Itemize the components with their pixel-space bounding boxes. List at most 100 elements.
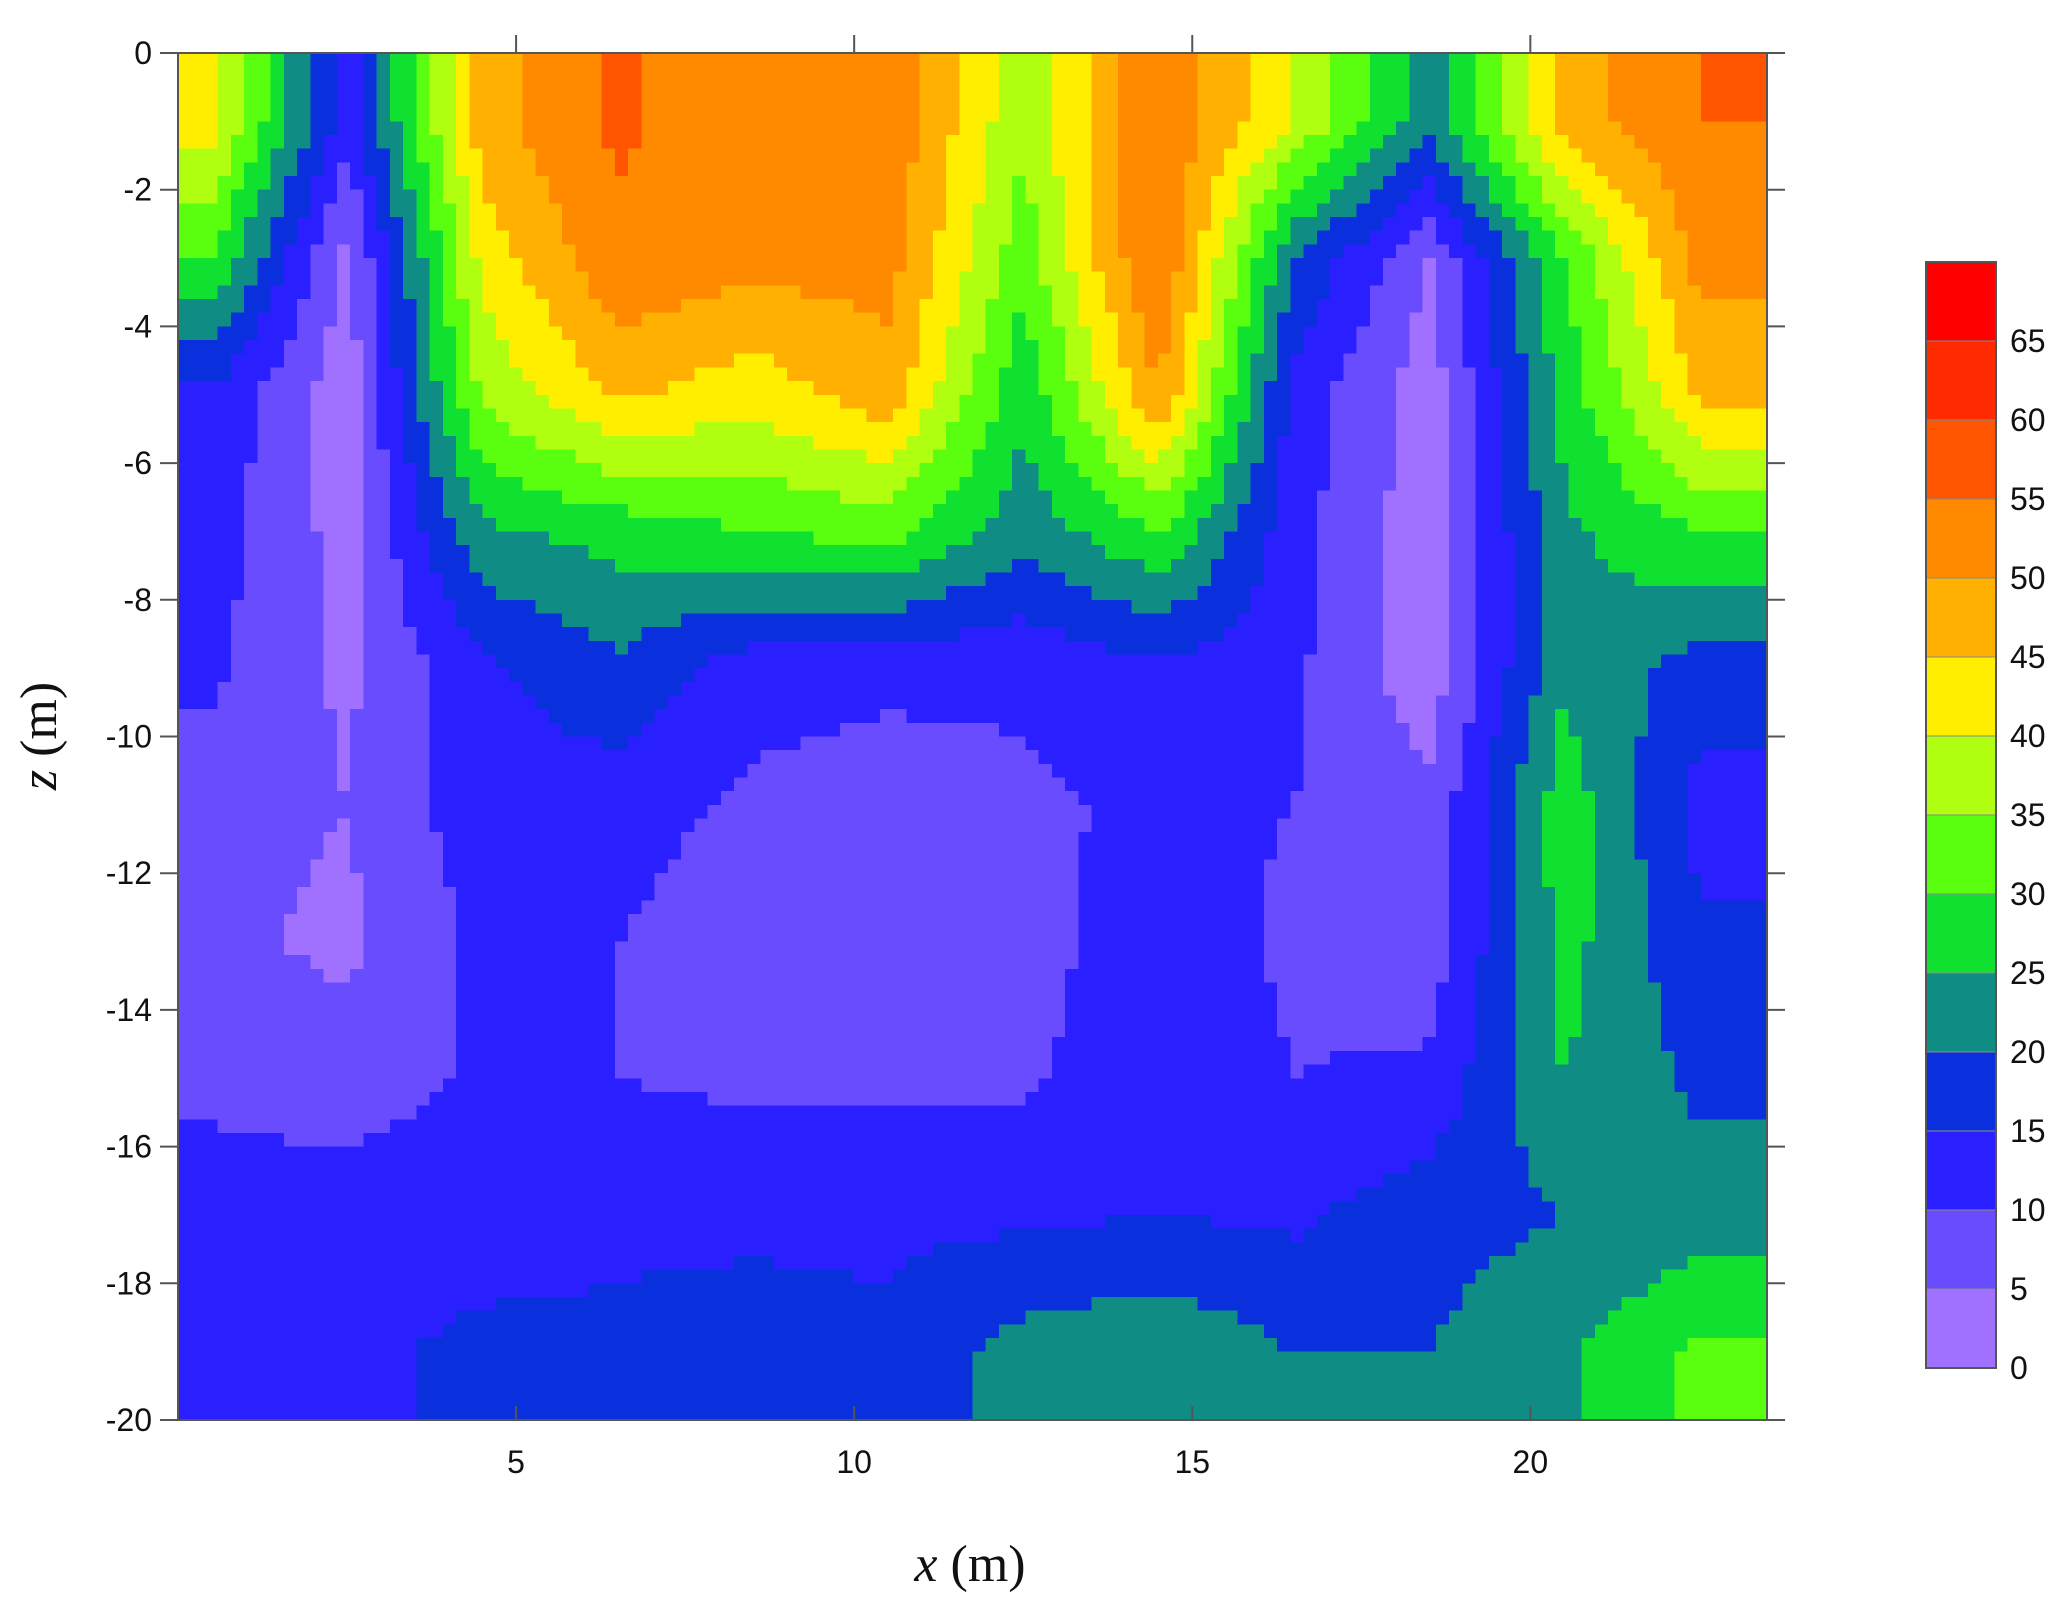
contour-cell [840, 504, 854, 519]
contour-cell [230, 613, 245, 628]
contour-cell [1263, 66, 1278, 81]
contour-cell [1224, 367, 1238, 382]
contour-cell [1144, 135, 1159, 150]
contour-cell [1104, 285, 1119, 300]
contour-cell [694, 490, 709, 505]
contour-cell [654, 545, 669, 560]
contour-cell [906, 80, 921, 95]
contour-cell [1634, 558, 1649, 574]
contour-cell [893, 271, 907, 286]
contour-cell [667, 449, 682, 464]
contour-cell [826, 121, 841, 136]
contour-cell [1051, 53, 1066, 68]
contour-cell [416, 586, 431, 601]
contour-cell [800, 517, 815, 533]
contour-cell [1634, 490, 1649, 505]
contour-cell [1144, 367, 1159, 382]
contour-cell [1038, 504, 1053, 519]
contour-cell [813, 340, 828, 355]
contour-cell [1449, 476, 1464, 492]
contour-cell [1740, 244, 1755, 259]
contour-cell [336, 244, 351, 259]
contour-cell [429, 176, 444, 191]
contour-cell [522, 408, 537, 423]
contour-cell [297, 299, 312, 314]
contour-cell [1303, 66, 1318, 81]
contour-cell [363, 258, 378, 273]
contour-cell [191, 463, 206, 478]
contour-cell [1634, 545, 1649, 560]
contour-cell [866, 435, 881, 451]
contour-cell [985, 121, 1000, 136]
contour-cell [495, 230, 510, 245]
contour-cell [1555, 285, 1569, 300]
contour-cell [1343, 148, 1358, 163]
contour-cell [720, 121, 735, 136]
contour-cell [257, 517, 272, 533]
contour-cell [826, 463, 841, 478]
contour-cell [1184, 53, 1199, 68]
contour-cell [879, 66, 894, 81]
contour-cell [1038, 135, 1053, 150]
contour-cell [1396, 463, 1411, 478]
contour-cell [1581, 230, 1596, 245]
contour-cell [1038, 53, 1053, 68]
contour-cell [1078, 80, 1093, 95]
contour-cell [628, 203, 643, 218]
contour-cell [495, 463, 510, 478]
contour-cell [1515, 435, 1530, 451]
contour-cell [1449, 490, 1464, 505]
contour-cell [614, 285, 629, 300]
contour-cell [1343, 66, 1358, 81]
contour-cell [363, 558, 378, 574]
contour-cell [932, 517, 947, 533]
contour-cell [535, 66, 550, 81]
contour-cell [747, 326, 762, 341]
contour-cell [1290, 504, 1305, 519]
contour-cell [959, 586, 974, 601]
contour-cell [919, 94, 934, 109]
contour-cell [1104, 107, 1119, 122]
contour-cell [1382, 176, 1397, 191]
contour-cell [1409, 394, 1424, 410]
contour-cell [297, 490, 312, 505]
contour-cell [773, 244, 788, 259]
contour-cell [376, 53, 391, 68]
contour-cell [919, 408, 934, 423]
contour-cell [1594, 340, 1609, 355]
contour-cell [1753, 367, 1767, 382]
contour-cell [1343, 449, 1358, 464]
contour-cell [336, 353, 351, 369]
contour-cell [1144, 244, 1159, 259]
contour-cell [1515, 121, 1530, 136]
contour-cell [734, 517, 748, 533]
contour-cell [734, 94, 748, 109]
contour-cell [1131, 244, 1146, 259]
contour-cell [482, 504, 497, 519]
contour-cell [562, 258, 576, 273]
contour-cell [1091, 381, 1106, 396]
contour-cell [601, 244, 616, 259]
contour-cell [853, 135, 868, 150]
contour-cell [681, 490, 696, 505]
contour-cell [1290, 394, 1305, 410]
contour-cell [1608, 162, 1622, 177]
contour-cell [1528, 135, 1543, 150]
contour-cell [1369, 203, 1384, 218]
contour-cell [1396, 80, 1411, 95]
contour-cell [1237, 217, 1252, 232]
contour-cell [1277, 326, 1291, 341]
contour-cell [1290, 408, 1305, 423]
contour-cell [1131, 613, 1146, 628]
contour-cell [919, 613, 934, 628]
contour-cell [1382, 353, 1397, 369]
contour-cell [1727, 367, 1742, 382]
contour-cell [1250, 94, 1265, 109]
contour-cell [972, 613, 987, 628]
contour-cell [456, 367, 470, 382]
contour-cell [1687, 545, 1702, 560]
contour-cell [1065, 66, 1080, 81]
contour-cell [972, 285, 987, 300]
contour-cell [363, 463, 378, 478]
contour-cell [1502, 189, 1517, 204]
